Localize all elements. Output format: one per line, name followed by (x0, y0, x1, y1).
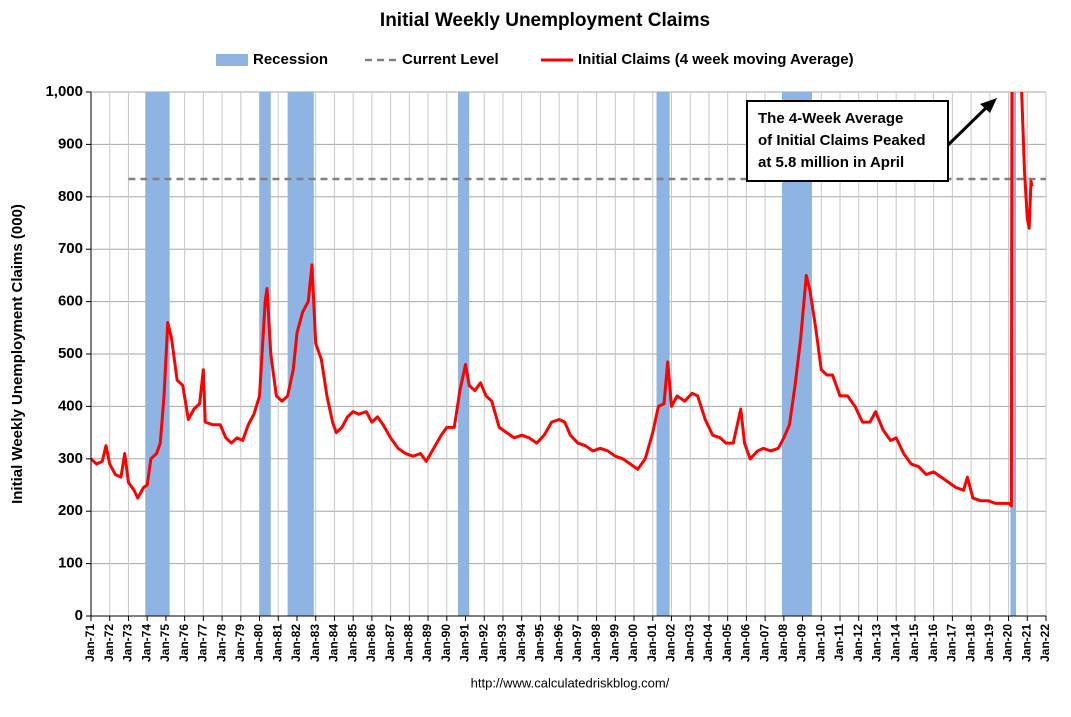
marks (91, 92, 1046, 508)
x-tick-label: Jan-13 (870, 624, 884, 662)
x-tick-label: Jan-75 (158, 624, 172, 662)
x-tick-label: Jan-90 (439, 624, 453, 662)
x-tick-label: Jan-96 (551, 624, 565, 662)
x-tick-label: Jan-00 (626, 624, 640, 662)
x-tick-label: Jan-72 (102, 624, 116, 662)
x-tick-label: Jan-21 (1019, 624, 1033, 662)
x-tick-label: Jan-73 (121, 624, 135, 662)
x-tick-label: Jan-02 (664, 624, 678, 662)
x-tick-label: Jan-83 (308, 624, 322, 662)
x-tick-label: Jan-11 (832, 624, 846, 662)
legend-label: Current Level (402, 51, 499, 68)
x-tick-label: Jan-01 (645, 624, 659, 662)
y-tick-label: 900 (58, 135, 83, 152)
y-tick-label: 0 (75, 607, 83, 624)
annotation-box (746, 100, 949, 182)
recession-band (259, 92, 271, 616)
x-tick-label: Jan-91 (458, 624, 472, 662)
x-tick-label: Jan-88 (402, 624, 416, 662)
x-tick-label: Jan-97 (570, 624, 584, 662)
x-tick-label: Jan-14 (888, 624, 902, 662)
x-tick-label: Jan-92 (476, 624, 490, 662)
x-tick-label: Jan-18 (963, 624, 977, 662)
legend-label: Recession (253, 51, 328, 68)
x-tick-label: Jan-86 (364, 624, 378, 662)
chart-title: Initial Weekly Unemployment Claims (380, 10, 710, 31)
x-tick-label: Jan-12 (851, 624, 865, 662)
x-tick-label: Jan-94 (514, 624, 528, 662)
recession-band (1010, 92, 1017, 616)
x-tick-label: Jan-16 (926, 624, 940, 662)
claims-line (91, 92, 1034, 508)
x-tick-label: Jan-10 (813, 624, 827, 662)
x-tick-label: Jan-85 (345, 624, 359, 662)
x-tick-label: Jan-09 (795, 624, 809, 662)
x-tick-label: Jan-19 (982, 624, 996, 662)
x-tick-label: Jan-82 (289, 624, 303, 662)
y-tick-label: 400 (58, 397, 83, 414)
y-axis-label: Initial Weekly Unemployment Claims (000) (9, 204, 26, 504)
arrow-head (980, 98, 997, 113)
x-tick-label: Jan-98 (589, 624, 603, 662)
recession-band (458, 92, 470, 616)
legend-label: Initial Claims (4 week moving Average) (578, 51, 854, 68)
x-tick-label: Jan-79 (233, 624, 247, 662)
x-tick-label: Jan-89 (420, 624, 434, 662)
annotation-line: The 4-Week Average (758, 110, 903, 127)
x-tick-label: Jan-22 (1038, 624, 1052, 662)
y-tick-label: 1,000 (45, 83, 83, 100)
y-tick-label: 300 (58, 450, 83, 467)
source-note: http://www.calculatedriskblog.com/ (471, 675, 670, 690)
x-tick-label: Jan-80 (252, 624, 266, 662)
x-tick-label: Jan-77 (196, 624, 210, 662)
legend-swatch (216, 54, 248, 66)
y-tick-label: 800 (58, 188, 83, 205)
recession-band (287, 92, 314, 616)
x-tick-label: Jan-76 (177, 624, 191, 662)
x-tick-label: Jan-15 (907, 624, 921, 662)
axes: 0 100 200 300 400 500 600 700 800 900 1,000 Jan-71 J… (45, 83, 1052, 662)
x-tick-label: Jan-03 (682, 624, 696, 662)
x-tick-label: Jan-20 (1001, 624, 1015, 662)
grid (90, 91, 1047, 617)
annotation-arrow (946, 102, 992, 147)
x-tick-label: Jan-04 (701, 624, 715, 662)
x-tick-label: Jan-07 (757, 624, 771, 662)
x-tick-label: Jan-74 (139, 624, 153, 662)
x-tick-label: Jan-93 (495, 624, 509, 662)
x-tick-label: Jan-05 (720, 624, 734, 662)
annotation-line: of Initial Claims Peaked (758, 132, 926, 149)
x-tick-label: Jan-99 (607, 624, 621, 662)
x-tick-label: Jan-78 (214, 624, 228, 662)
x-tick-label: Jan-71 (83, 624, 97, 662)
y-tick-label: 200 (58, 502, 83, 519)
y-tick-label: 600 (58, 293, 83, 310)
x-tick-label: Jan-08 (776, 624, 790, 662)
y-tick-label: 700 (58, 240, 83, 257)
x-tick-label: Jan-81 (270, 624, 284, 662)
x-tick-label: Jan-87 (383, 624, 397, 662)
recession-band (656, 92, 670, 616)
annotation: The 4-Week Average of Initial Claims Pea… (746, 98, 997, 182)
x-tick-label: Jan-84 (327, 624, 341, 662)
x-tick-label: Jan-06 (739, 624, 753, 662)
x-tick-label: Jan-95 (533, 624, 547, 662)
annotation-line: at 5.8 million in April (758, 154, 904, 171)
x-tick-label: Jan-17 (945, 624, 959, 662)
y-tick-label: 500 (58, 345, 83, 362)
legend: Recession Current Level Initial Claims (4 … (216, 51, 854, 68)
y-tick-label: 100 (58, 555, 83, 572)
